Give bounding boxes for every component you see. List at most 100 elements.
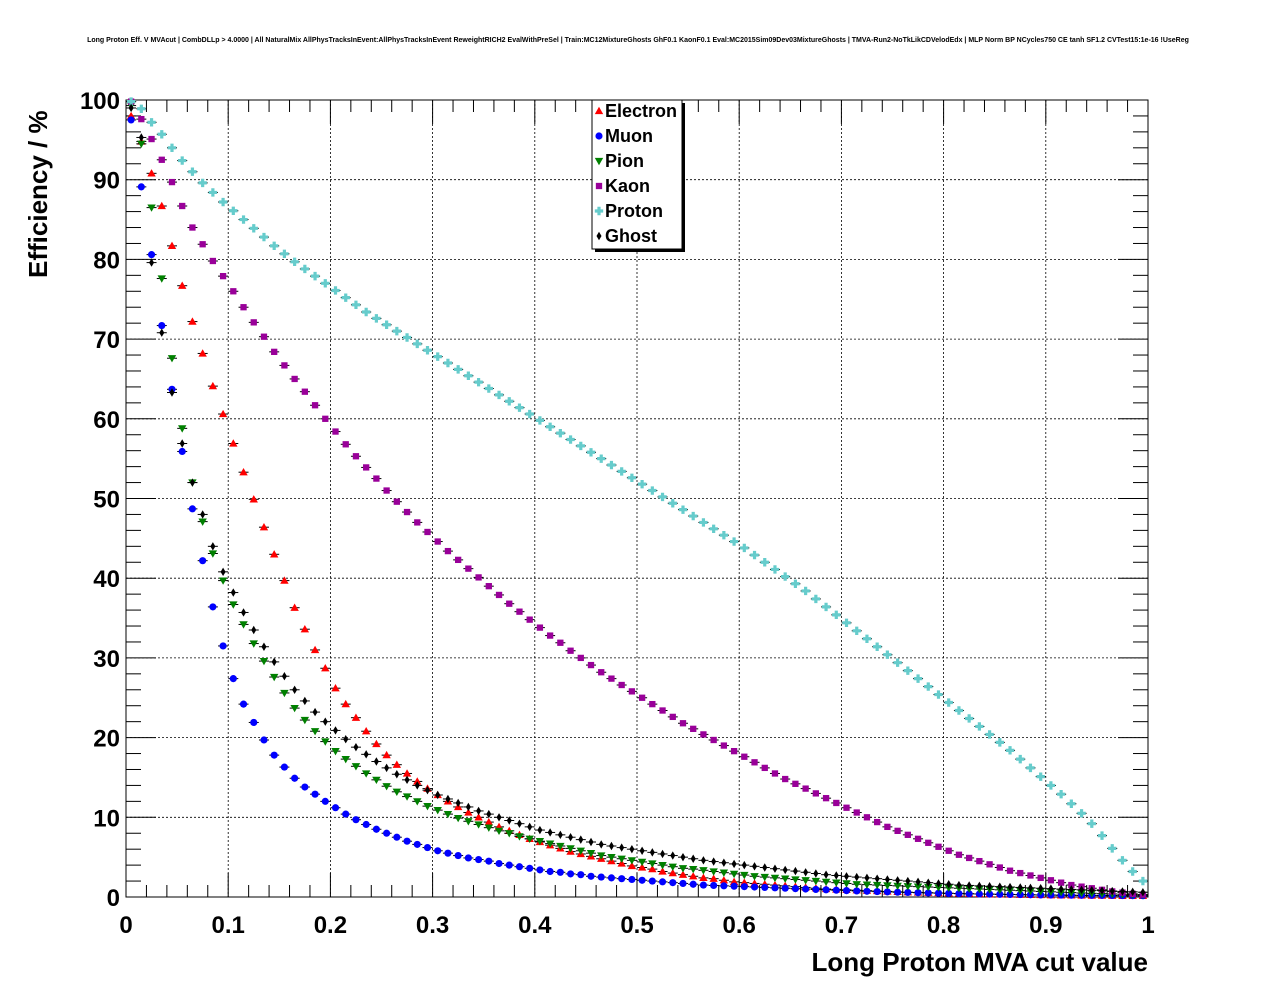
data-point	[660, 849, 666, 859]
data-point	[506, 600, 513, 607]
data-point	[535, 416, 545, 425]
data-point	[361, 770, 371, 778]
data-point	[987, 882, 993, 891]
data-point	[627, 473, 637, 482]
data-point	[218, 577, 228, 585]
data-point	[259, 522, 269, 531]
data-point	[935, 879, 942, 888]
data-point	[332, 726, 339, 735]
data-point	[526, 616, 533, 623]
data-point	[148, 135, 155, 143]
data-point	[567, 647, 574, 654]
data-point	[597, 873, 605, 881]
data-point	[678, 870, 688, 878]
data-point	[833, 871, 839, 880]
data-point	[476, 806, 482, 816]
data-point	[679, 879, 687, 888]
data-point	[127, 116, 135, 124]
data-point	[1067, 799, 1076, 808]
data-point	[597, 852, 606, 860]
data-point	[218, 409, 228, 418]
data-point	[588, 837, 594, 847]
data-point	[577, 871, 585, 879]
data-point	[710, 736, 717, 744]
x-axis-label: Long Proton MVA cut value	[811, 947, 1148, 977]
data-point	[690, 854, 696, 863]
data-point	[678, 865, 688, 873]
data-point	[894, 888, 902, 896]
data-point	[557, 830, 563, 840]
data-point	[801, 586, 810, 596]
data-point	[535, 838, 545, 846]
data-point	[157, 275, 166, 283]
data-point	[281, 362, 288, 369]
data-point	[486, 809, 492, 819]
y-tick-labels: 0 10 20 30 40 50 60 70 80 90 100	[80, 88, 120, 912]
data-point	[750, 883, 759, 891]
data-point	[208, 381, 218, 390]
data-point	[608, 841, 614, 851]
data-point	[598, 669, 605, 676]
data-point	[239, 467, 248, 476]
data-point	[210, 542, 216, 551]
legend-label: Kaon	[605, 176, 650, 196]
data-point	[310, 645, 320, 654]
data-point	[402, 333, 412, 342]
data-point	[638, 876, 646, 884]
data-point	[485, 857, 493, 865]
data-point	[760, 873, 769, 882]
data-point	[975, 722, 984, 731]
data-point	[1026, 763, 1035, 773]
data-point	[516, 819, 522, 828]
data-point	[955, 890, 963, 898]
data-point	[659, 707, 666, 714]
data-point	[740, 871, 749, 880]
data-point	[188, 505, 196, 513]
data-point	[260, 333, 268, 340]
data-point	[178, 156, 187, 165]
data-point	[525, 409, 534, 419]
data-point	[1068, 881, 1075, 889]
legend-label: Electron	[605, 101, 677, 121]
data-point	[619, 843, 625, 852]
data-point	[352, 816, 360, 824]
data-point	[668, 863, 677, 871]
y-tick-label: 40	[93, 566, 120, 593]
data-point	[300, 264, 310, 274]
data-point	[219, 642, 227, 650]
data-point	[914, 835, 922, 842]
x-tick-label: 0.6	[723, 912, 756, 939]
y-tick-label: 70	[93, 327, 120, 354]
data-point	[200, 510, 206, 519]
data-point	[1005, 746, 1015, 755]
data-point	[1108, 844, 1117, 853]
data-point	[832, 886, 840, 894]
data-point	[158, 321, 166, 330]
data-point	[424, 786, 431, 795]
data-point	[259, 232, 269, 242]
data-point	[1037, 874, 1044, 882]
data-point	[761, 883, 769, 892]
data-point	[280, 576, 289, 584]
data-point	[280, 689, 289, 698]
data-point	[567, 870, 575, 878]
data-point	[259, 657, 269, 666]
data-point	[903, 666, 913, 675]
data-point	[270, 751, 278, 759]
x-tick-label: 1	[1141, 912, 1154, 939]
data-point	[628, 688, 636, 695]
y-tick-label: 100	[80, 88, 120, 115]
data-point	[271, 348, 278, 356]
data-point	[352, 453, 360, 460]
data-point	[924, 682, 933, 691]
data-point	[915, 877, 921, 887]
data-point	[147, 118, 156, 127]
data-point	[699, 867, 708, 875]
data-point	[331, 804, 340, 812]
data-point	[904, 888, 912, 897]
data-point	[719, 530, 729, 540]
data-point	[384, 763, 390, 773]
data-point	[310, 728, 320, 736]
data-point	[424, 528, 431, 536]
data-point	[629, 844, 635, 854]
